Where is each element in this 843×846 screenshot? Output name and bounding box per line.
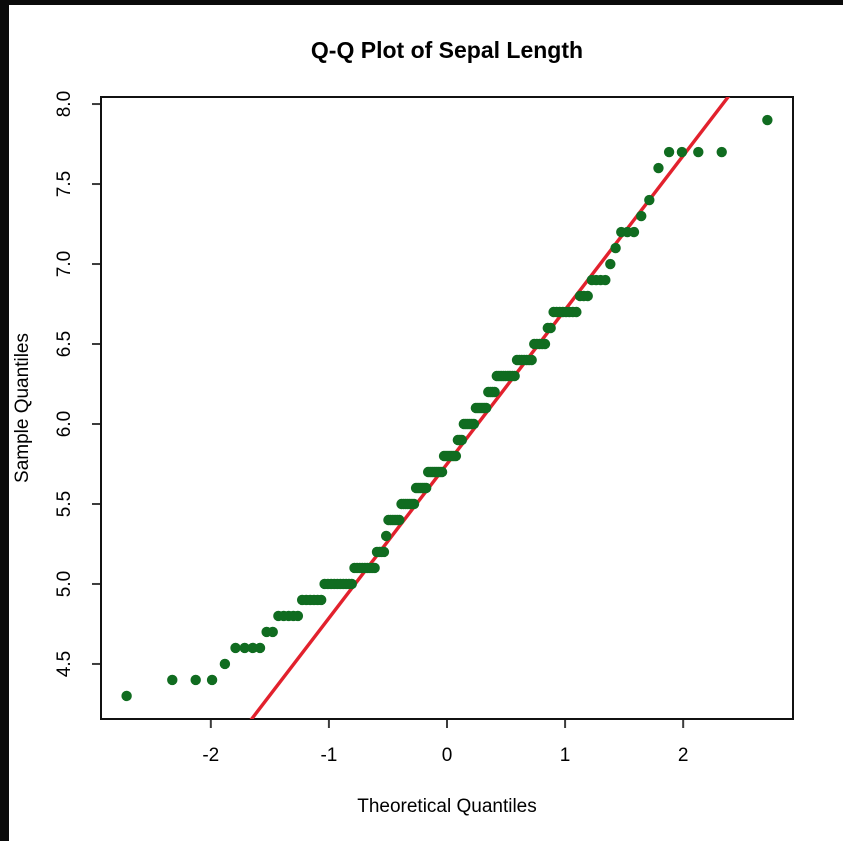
x-axis-title: Theoretical Quantiles [357,796,537,817]
qq-point [693,146,704,158]
qq-point [539,338,551,350]
qq-point [247,642,258,654]
y-tick-label: 8.0 [54,91,75,117]
x-tick-label: -1 [320,745,337,766]
x-tick-label: 0 [442,745,453,766]
qq-point [230,642,241,654]
qq-point [292,610,304,622]
qq-point [628,226,640,238]
qq-point [545,322,556,334]
qq-point [468,418,480,430]
window-edge-top [0,0,843,5]
qq-point [676,146,688,158]
qq-point [610,242,621,254]
plot-frame [100,96,794,720]
qq-point [480,402,492,414]
y-tick-label: 7.0 [54,251,75,277]
qq-point [378,546,390,558]
qq-point [663,146,675,158]
qq-point [206,674,218,686]
qq-point [394,514,405,526]
qq-point [121,690,132,702]
qq-point [190,674,201,686]
y-tick-label: 5.5 [54,491,75,517]
qq-point [450,450,462,462]
y-axis-title: Sample Quantiles [12,333,33,483]
x-tick-label: 1 [560,745,571,766]
x-tick-label: 2 [678,745,689,766]
qq-point [582,290,593,302]
qq-point [600,274,611,286]
qq-point [420,482,432,494]
qq-point [509,370,520,382]
qq-point [315,594,327,606]
qq-point [644,194,655,206]
qq-point [436,466,448,478]
y-tick-label: 7.5 [54,171,75,197]
qq-point [526,354,537,366]
qq-point [219,658,231,670]
qq-point [254,642,266,654]
qq-point [571,306,582,318]
qq-point [381,530,392,542]
qq-point [346,578,357,590]
y-tick-label: 6.0 [54,411,75,437]
qq-reference-line [249,97,731,719]
data-marks [121,97,773,719]
y-tick-label: 6.5 [54,331,75,357]
qq-point [653,162,664,174]
qq-point [456,434,468,446]
qq-point [369,562,380,574]
qq-point [267,626,278,638]
x-tick-label: -2 [202,745,219,766]
qq-point [408,498,420,510]
y-tick-label: 5.0 [54,571,75,597]
qq-point [239,642,250,654]
qq-point [716,146,727,158]
y-tick-label: 4.5 [54,651,75,677]
qq-point [605,258,616,270]
qq-point [762,114,773,126]
window-edge-left [0,0,9,841]
axis-ticks: -2 -1 0 1 2 4.5 5.0 5.5 6.0 6.5 7.0 7.5 8.0 [54,91,688,766]
qq-point [489,386,500,398]
qq-point [636,210,647,222]
chart-title: Q-Q Plot of Sepal Length [311,37,583,63]
qq-point [167,674,178,686]
